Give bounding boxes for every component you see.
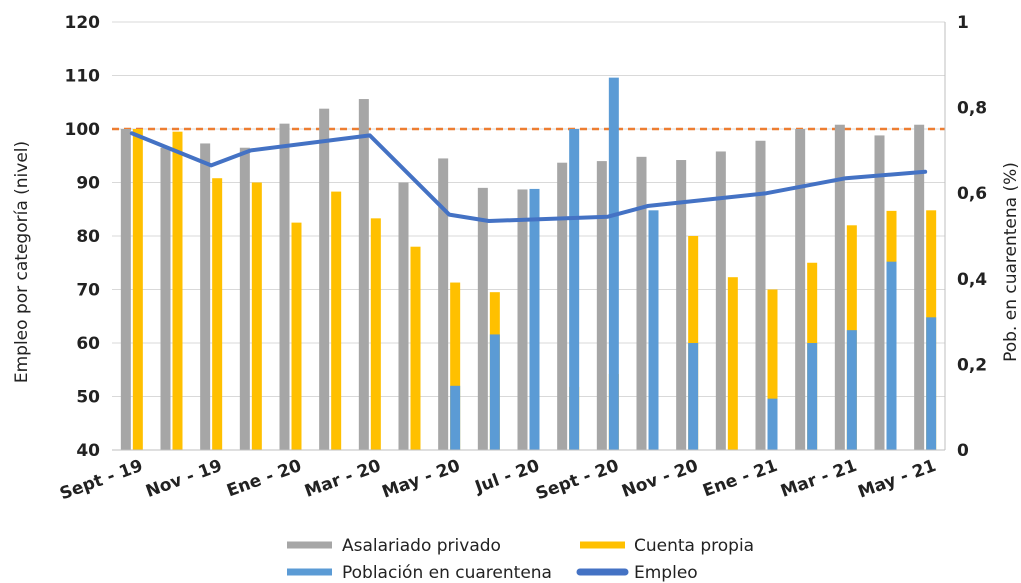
y-tick-label: 70 <box>76 281 100 301</box>
bar-cuenta-propia <box>132 129 143 450</box>
bar-poblacion-cuarentena <box>648 210 659 450</box>
bars <box>120 77 937 451</box>
bar-poblacion-cuarentena <box>608 77 619 450</box>
x-tick-label: Mar - 21 <box>778 456 859 502</box>
bar-poblacion-cuarentena <box>688 343 699 450</box>
bar-poblacion-cuarentena <box>767 398 778 450</box>
bar-asalariado-privado <box>160 147 171 450</box>
bar-poblacion-cuarentena <box>529 188 540 451</box>
bar-asalariado-privado <box>517 189 528 450</box>
y2-tick-label: 0 <box>957 441 969 461</box>
bar-cuenta-propia <box>727 277 738 450</box>
bar-cuenta-propia <box>410 246 421 450</box>
legend-label-cuarentena: Población en cuarentena <box>342 563 552 583</box>
bar-poblacion-cuarentena <box>886 261 897 450</box>
legend-item-asalariado: Asalariado privado <box>287 536 501 556</box>
y2-tick-label: 1 <box>957 13 969 33</box>
gridlines <box>112 21 945 397</box>
legend: Asalariado privado Cuenta propia Poblaci… <box>287 536 754 583</box>
y2-tick-label: 0,2 <box>957 355 987 375</box>
x-tick-label: Nov - 19 <box>143 456 225 502</box>
y-tick-label: 100 <box>65 120 101 140</box>
y-axis-title: Empleo por categoría (nivel) <box>12 141 32 383</box>
bar-cuenta-propia <box>212 178 223 450</box>
legend-item-cuarentena: Población en cuarentena <box>287 563 552 583</box>
bar-asalariado-privado <box>834 124 845 450</box>
y-tick-label: 110 <box>65 67 101 87</box>
y-tick-label: 60 <box>76 334 100 354</box>
bar-poblacion-cuarentena <box>807 343 818 450</box>
bar-cuenta-propia <box>370 218 381 450</box>
bar-poblacion-cuarentena <box>569 129 580 450</box>
bar-asalariado-privado <box>438 158 449 451</box>
bar-asalariado-privado <box>636 156 647 450</box>
empleo-line <box>129 131 928 224</box>
y2-tick-label: 0,4 <box>957 270 987 290</box>
x-tick-label: May - 20 <box>379 456 463 503</box>
x-tick-label: Jul - 20 <box>472 456 543 498</box>
y-tick-label: 50 <box>76 388 100 408</box>
bar-poblacion-cuarentena <box>926 317 937 450</box>
bar-asalariado-privado <box>715 151 726 450</box>
bar-cuenta-propia <box>331 191 342 450</box>
y-tick-label: 40 <box>76 441 100 461</box>
legend-label-cuenta-propia: Cuenta propia <box>634 536 754 556</box>
y2-tick-label: 0,8 <box>957 99 987 119</box>
bar-asalariado-privado <box>676 160 687 450</box>
bar-asalariado-privado <box>755 140 766 450</box>
bar-cuenta-propia <box>172 131 183 451</box>
bar-asalariado-privado <box>358 99 369 450</box>
y2-tick-label: 0,6 <box>957 184 987 204</box>
bar-asalariado-privado <box>874 135 885 451</box>
bar-asalariado-privado <box>914 124 925 450</box>
bar-asalariado-privado <box>319 108 330 451</box>
bar-asalariado-privado <box>279 123 290 451</box>
y-tick-label: 120 <box>65 13 101 33</box>
legend-item-cuenta-propia: Cuenta propia <box>580 536 754 556</box>
bar-cuenta-propia <box>291 222 302 450</box>
right-axis-ticks: 0 0,2 0,4 0,6 0,8 1 <box>957 13 987 461</box>
x-tick-label: May - 21 <box>855 456 938 503</box>
x-tick-label: Ene - 21 <box>700 456 780 501</box>
legend-item-empleo: Empleo <box>576 563 698 583</box>
x-tick-label: Sept - 19 <box>57 456 145 504</box>
y-tick-label: 80 <box>76 227 100 247</box>
empleo-line-path <box>129 131 928 224</box>
bar-asalariado-privado <box>239 147 250 450</box>
y2-axis-title: Pob. en cuarentena (%) <box>1001 162 1021 362</box>
x-tick-label: Mar - 20 <box>302 456 384 502</box>
bar-poblacion-cuarentena <box>489 334 500 450</box>
bar-asalariado-privado <box>795 129 806 450</box>
bar-poblacion-cuarentena <box>846 330 857 450</box>
x-tick-label: Ene - 20 <box>224 456 304 501</box>
x-tick-label: Nov - 20 <box>619 456 701 502</box>
bar-asalariado-privado <box>477 187 488 450</box>
left-axis-ticks: 40 50 60 70 80 90 100 110 120 <box>65 13 101 461</box>
bar-cuenta-propia <box>251 182 262 450</box>
bar-poblacion-cuarentena <box>450 385 461 450</box>
y-tick-label: 90 <box>76 174 100 194</box>
x-tick-label: Sept - 20 <box>533 456 621 504</box>
bar-asalariado-privado <box>596 161 607 450</box>
bar-cuenta-propia <box>767 289 778 450</box>
bar-asalariado-privado <box>120 129 131 450</box>
bar-asalariado-privado <box>398 182 409 450</box>
bar-asalariado-privado <box>200 143 211 450</box>
bar-asalariado-privado <box>557 162 568 450</box>
legend-label-empleo: Empleo <box>634 563 698 583</box>
bar-cuenta-propia <box>450 282 461 450</box>
legend-label-asalariado: Asalariado privado <box>342 536 501 556</box>
